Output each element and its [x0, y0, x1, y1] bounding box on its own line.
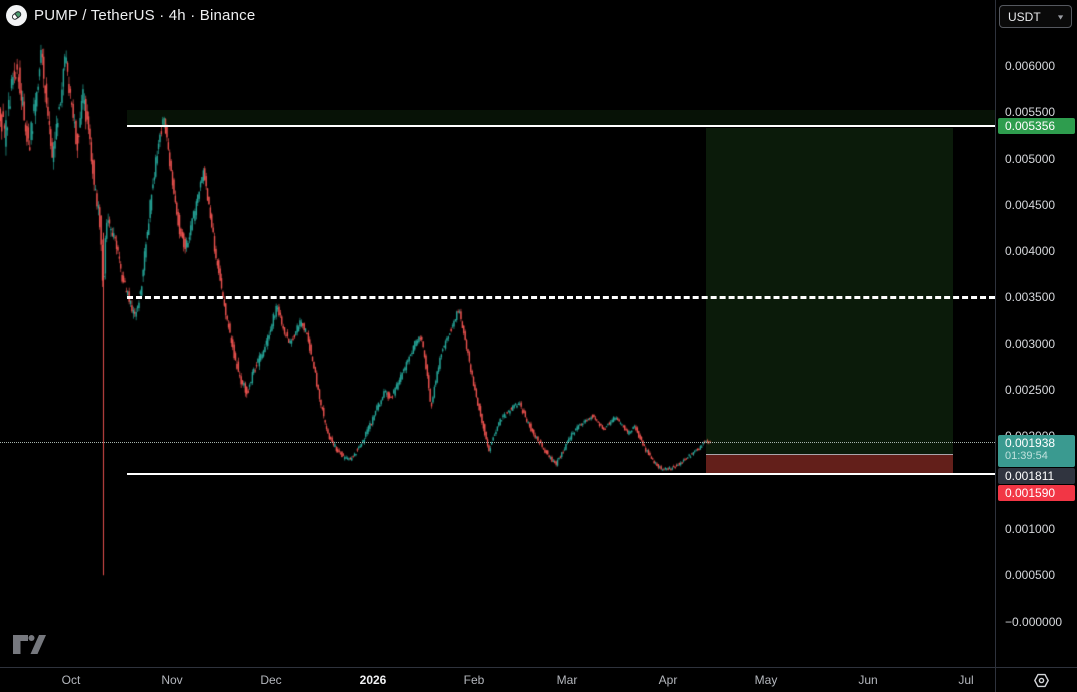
x-axis-tick-jul: Jul — [958, 673, 974, 687]
currency-selector[interactable]: USDT ▼ — [999, 5, 1072, 28]
x-axis-tick-jun: Jun — [858, 673, 878, 687]
current-price-label[interactable]: 0.001938 01:39:54 — [998, 435, 1075, 468]
current-price-line — [0, 442, 995, 444]
x-axis-tick-feb: Feb — [463, 673, 485, 687]
x-axis-tick-dec: Dec — [260, 673, 282, 687]
tradingview-logo[interactable] — [13, 635, 46, 659]
y-axis-tick: 0.005000 — [1005, 151, 1056, 166]
y-axis-tick: 0.006000 — [1005, 59, 1056, 73]
x-axis-tick-nov: Nov — [161, 673, 183, 687]
axis-separator — [995, 668, 996, 692]
symbol-title[interactable]: PUMP / TetherUS · 4h · Binance — [34, 7, 256, 24]
y-axis-tick: 0.000500 — [1005, 568, 1056, 583]
entry-price-label[interactable]: 0.001811 — [998, 468, 1075, 485]
gear-icon[interactable] — [1026, 670, 1056, 691]
currency-selector-value: USDT — [1008, 9, 1041, 24]
stop-price-label[interactable]: 0.001590 — [998, 485, 1075, 502]
current-price-value: 0.001938 — [1005, 436, 1056, 451]
mid-level-line[interactable] — [127, 296, 995, 300]
candlestick-canvas[interactable] — [0, 0, 995, 667]
y-axis-tick: 0.004500 — [1005, 197, 1056, 212]
resistance-line[interactable] — [127, 124, 995, 127]
long-position-loss-zone[interactable] — [706, 453, 953, 475]
long-position-profit-zone[interactable] — [706, 127, 953, 454]
symbol-row: PUMP / TetherUS · 4h · Binance — [6, 5, 255, 26]
x-axis-tick-mar: Mar — [556, 673, 578, 687]
y-axis-tick: −0.000000 — [1005, 614, 1063, 629]
x-axis-tick-apr: Apr — [658, 673, 678, 687]
chart-pane[interactable] — [0, 0, 995, 667]
target-price-label[interactable]: 0.005356 — [998, 117, 1075, 134]
y-axis-tick: 0.005500 — [1005, 105, 1056, 120]
time-axis[interactable]: Oct Nov Dec 2026 Feb Mar Apr May Jun Jul — [0, 667, 1077, 692]
pump-pill-logo-icon — [6, 5, 27, 26]
x-axis-tick-may: May — [754, 673, 778, 687]
chevron-down-icon: ▼ — [1056, 12, 1065, 21]
x-axis-tick-2026: 2026 — [359, 673, 387, 687]
bar-countdown: 01:39:54 — [1005, 450, 1048, 463]
support-line[interactable] — [127, 473, 995, 476]
y-axis-tick: 0.001000 — [1005, 521, 1056, 536]
y-axis-tick: 0.003500 — [1005, 290, 1056, 305]
y-axis-tick: 0.004000 — [1005, 244, 1056, 259]
long-position-entry-line[interactable] — [706, 453, 953, 455]
x-axis-tick-oct: Oct — [61, 673, 81, 687]
drawings-overlay — [0, 109, 995, 476]
price-axis[interactable]: 0.005356 0.001938 01:39:54 0.001811 0.00… — [995, 0, 1077, 667]
y-axis-tick: 0.002500 — [1005, 383, 1056, 398]
level-band — [127, 109, 995, 125]
y-axis-tick: 0.003000 — [1005, 336, 1056, 351]
